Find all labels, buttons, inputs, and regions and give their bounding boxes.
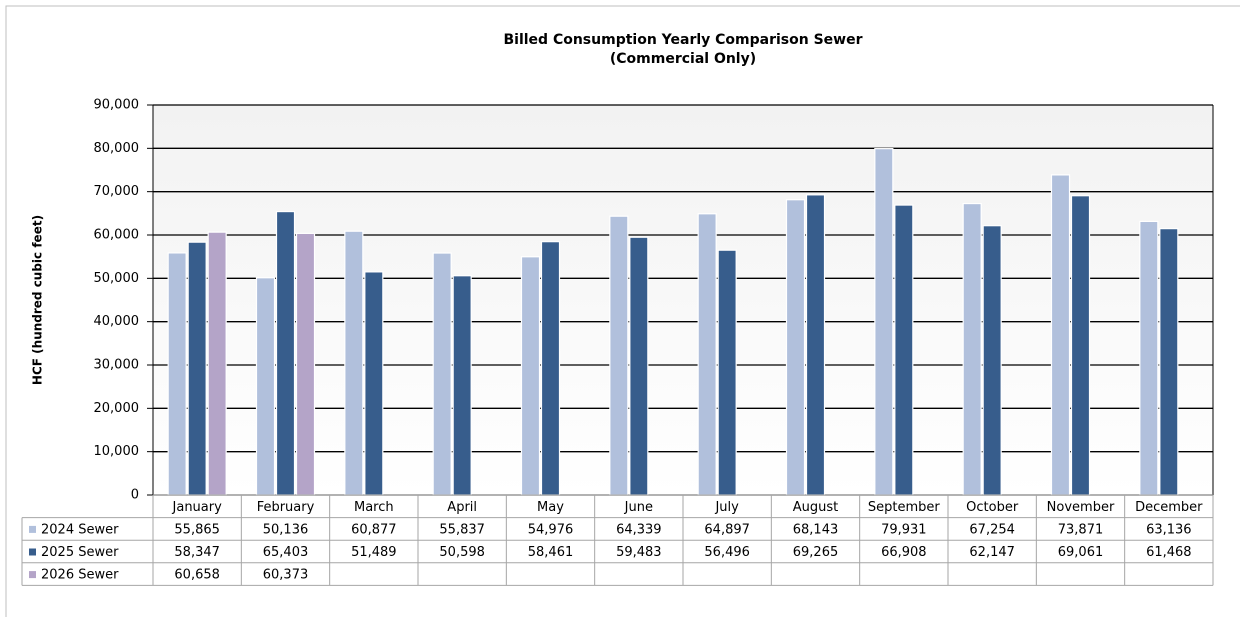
bar <box>364 271 384 496</box>
y-tick-label: 10,000 <box>94 444 140 459</box>
x-tick-label: August <box>793 500 839 515</box>
table-value: 50,136 <box>263 522 309 537</box>
x-tick-label: September <box>868 500 941 515</box>
bar <box>785 199 806 496</box>
table-value: 66,908 <box>881 545 927 560</box>
table-value: 67,254 <box>969 522 1015 537</box>
bar <box>1050 174 1071 496</box>
frame <box>5 5 1240 617</box>
bar <box>207 231 227 496</box>
bar <box>344 230 364 496</box>
table-value: 60,877 <box>351 522 397 537</box>
bar <box>540 241 561 496</box>
bar <box>295 232 316 496</box>
plot-area <box>153 105 1213 495</box>
bar <box>275 210 296 496</box>
x-tick-label: February <box>257 500 315 515</box>
y-tick-label: 90,000 <box>94 98 140 113</box>
y-tick-label: 50,000 <box>94 271 140 286</box>
legend-swatch <box>29 571 36 579</box>
x-tick-label: May <box>537 500 564 515</box>
table-value: 59,483 <box>616 545 662 560</box>
table-value: 54,976 <box>528 522 574 537</box>
y-tick-label: 70,000 <box>94 184 140 199</box>
y-tick-label: 0 <box>131 488 139 503</box>
bar <box>1070 195 1091 496</box>
x-tick-label: January <box>172 500 223 515</box>
y-axis-label: HCF (hundred cubic feet) <box>31 215 45 385</box>
x-tick-label: April <box>447 500 477 515</box>
table-value: 65,403 <box>263 545 309 560</box>
table-value: 55,865 <box>174 522 220 537</box>
table-value: 69,265 <box>793 545 839 560</box>
bar <box>982 225 1002 496</box>
table-value: 55,837 <box>439 522 485 537</box>
y-tick-label: 30,000 <box>94 358 140 373</box>
bar <box>255 277 276 496</box>
y-tick-label: 60,000 <box>94 228 140 243</box>
table-value: 68,143 <box>793 522 839 537</box>
table-value: 60,658 <box>174 568 220 583</box>
table-value: 61,468 <box>1146 545 1192 560</box>
table-value: 62,147 <box>969 545 1015 560</box>
chart-title: Billed Consumption Yearly Comparison Sew… <box>503 32 862 48</box>
x-tick-label: March <box>354 500 394 515</box>
legend-swatch <box>29 548 36 556</box>
bar <box>520 256 541 496</box>
bar <box>1159 228 1179 496</box>
table-value: 58,347 <box>174 545 220 560</box>
x-tick-label: December <box>1135 500 1203 515</box>
bar <box>452 275 472 496</box>
bar <box>697 213 717 496</box>
table-value: 64,897 <box>704 522 750 537</box>
legend-label: 2026 Sewer <box>41 568 119 583</box>
x-tick-label: November <box>1047 500 1115 515</box>
legend-label: 2025 Sewer <box>41 545 119 560</box>
y-tick-label: 20,000 <box>94 401 140 416</box>
bar <box>717 249 737 496</box>
bar <box>894 204 914 496</box>
table-value: 50,598 <box>439 545 485 560</box>
table-value: 79,931 <box>881 522 927 537</box>
bar <box>805 194 826 496</box>
table-value: 56,496 <box>704 545 750 560</box>
bar <box>629 236 649 496</box>
table-value: 60,373 <box>263 568 309 583</box>
legend-swatch <box>29 525 36 533</box>
y-tick-label: 80,000 <box>94 141 140 156</box>
table-value: 51,489 <box>351 545 397 560</box>
bar <box>609 215 629 496</box>
chart-subtitle: (Commercial Only) <box>610 51 756 67</box>
table-value: 63,136 <box>1146 522 1192 537</box>
bar <box>167 252 187 496</box>
x-tick-label: July <box>714 500 739 515</box>
table-value: 69,061 <box>1058 545 1104 560</box>
bar <box>1139 220 1159 496</box>
x-tick-label: October <box>966 500 1019 515</box>
bar <box>187 241 207 496</box>
bar <box>432 252 452 496</box>
table-value: 64,339 <box>616 522 662 537</box>
bar <box>962 202 982 496</box>
x-tick-label: June <box>624 500 653 515</box>
bar <box>874 148 894 496</box>
legend-label: 2024 Sewer <box>41 522 119 537</box>
table-value: 73,871 <box>1058 522 1104 537</box>
y-tick-label: 40,000 <box>94 314 140 329</box>
table-value: 58,461 <box>528 545 574 560</box>
